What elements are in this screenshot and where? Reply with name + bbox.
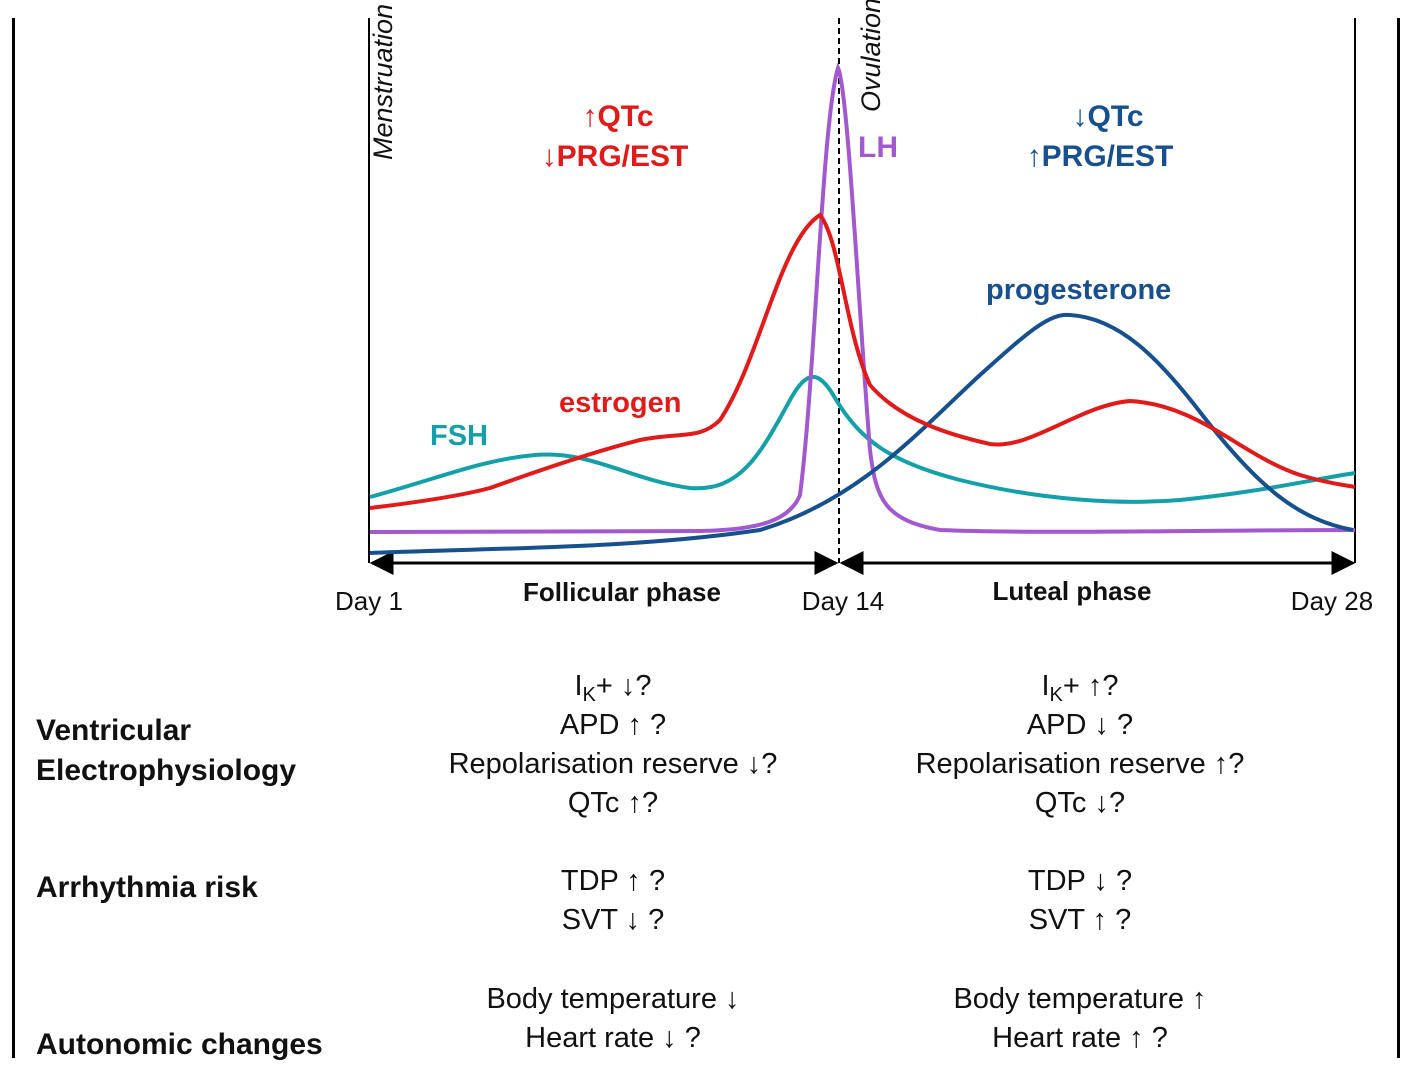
follicular-arrhythmia-column: TDP ↑ ? SVT ↓ ? xyxy=(393,862,833,940)
follicular-phase-label: Follicular phase xyxy=(523,577,721,607)
luteal-tdp: TDP ↓ ? xyxy=(1027,865,1133,897)
luteal-ik-rest: + ↑? xyxy=(1062,670,1119,702)
luteal-svt: SVT ↑ ? xyxy=(1028,904,1132,936)
follicular-ik-sub: K xyxy=(582,684,596,706)
lh-curve xyxy=(369,62,1356,534)
estrogen-label: estrogen xyxy=(559,387,681,419)
arrhythmia-row-label: Arrhythmia risk xyxy=(36,871,258,904)
follicular-qtc-annotation: ↑QTc xyxy=(582,100,653,133)
luteal-body-temperature: Body temperature ↑ xyxy=(953,983,1207,1015)
day14-label: Day 14 xyxy=(802,586,884,616)
follicular-svt: SVT ↓ ? xyxy=(561,904,665,936)
luteal-heart-rate: Heart rate ↑ ? xyxy=(992,1022,1168,1054)
follicular-heart-rate: Heart rate ↓ ? xyxy=(525,1022,701,1054)
luteal-arrhythmia-column: TDP ↓ ? SVT ↑ ? xyxy=(860,862,1300,940)
luteal-ik-sub: K xyxy=(1049,684,1063,706)
ventricular-row-label: Ventricular Electrophysiology xyxy=(36,711,296,791)
menstruation-label: Menstruation xyxy=(368,4,398,160)
follicular-ik-line: IK+ ↓? xyxy=(393,667,833,706)
fsh-curve xyxy=(369,375,1356,504)
follicular-ratio-annotation: ↓PRG/EST xyxy=(542,140,689,173)
ventricular-label-line1: Ventricular xyxy=(36,714,192,747)
luteal-autonomic-column: Body temperature ↑ Heart rate ↑ ? xyxy=(860,980,1300,1058)
luteal-qtc: QTc ↓? xyxy=(1034,787,1126,819)
progesterone-curve xyxy=(369,312,1354,555)
estrogen-curve xyxy=(369,212,1356,510)
luteal-repolarisation: Repolarisation reserve ↑? xyxy=(915,748,1245,780)
left-frame-line xyxy=(12,18,15,1058)
ovulation-label: Ovulation xyxy=(856,0,886,112)
follicular-repolarisation: Repolarisation reserve ↓? xyxy=(448,748,778,780)
right-frame-line xyxy=(1397,18,1400,1058)
luteal-ik-line: IK+ ↑? xyxy=(860,667,1300,706)
day1-label: Day 1 xyxy=(335,586,403,616)
luteal-effects-column: IK+ ↑? APD ↓ ? Repolarisation reserve ↑?… xyxy=(860,667,1300,823)
follicular-effects-column: IK+ ↓? APD ↑ ? Repolarisation reserve ↓?… xyxy=(393,667,833,823)
menstrual-cycle-diagram: Menstruation Ovulation ↑QTc ↓PRG/EST ↓QT… xyxy=(335,0,1373,616)
luteal-ratio-annotation: ↑PRG/EST xyxy=(1027,140,1174,173)
follicular-autonomic-column: Body temperature ↓ Heart rate ↓ ? xyxy=(393,980,833,1058)
ventricular-label-line2: Electrophysiology xyxy=(36,754,297,787)
follicular-qtc: QTc ↑? xyxy=(567,787,659,819)
follicular-tdp: TDP ↑ ? xyxy=(560,865,666,897)
fsh-label: FSH xyxy=(430,420,488,452)
luteal-apd: APD ↓ ? xyxy=(1026,709,1134,741)
autonomic-row-label: Autonomic changes xyxy=(36,1028,323,1061)
day28-label: Day 28 xyxy=(1291,586,1373,616)
follicular-ik-rest: + ↓? xyxy=(595,670,652,702)
follicular-apd: APD ↑ ? xyxy=(559,709,667,741)
luteal-qtc-annotation: ↓QTc xyxy=(1072,100,1143,133)
lh-label: LH xyxy=(858,131,898,164)
luteal-phase-label: Luteal phase xyxy=(993,576,1152,606)
follicular-body-temperature: Body temperature ↓ xyxy=(486,983,740,1015)
follicular-ik-main: I xyxy=(574,670,583,702)
progesterone-label: progesterone xyxy=(986,274,1171,306)
luteal-ik-main: I xyxy=(1041,670,1050,702)
